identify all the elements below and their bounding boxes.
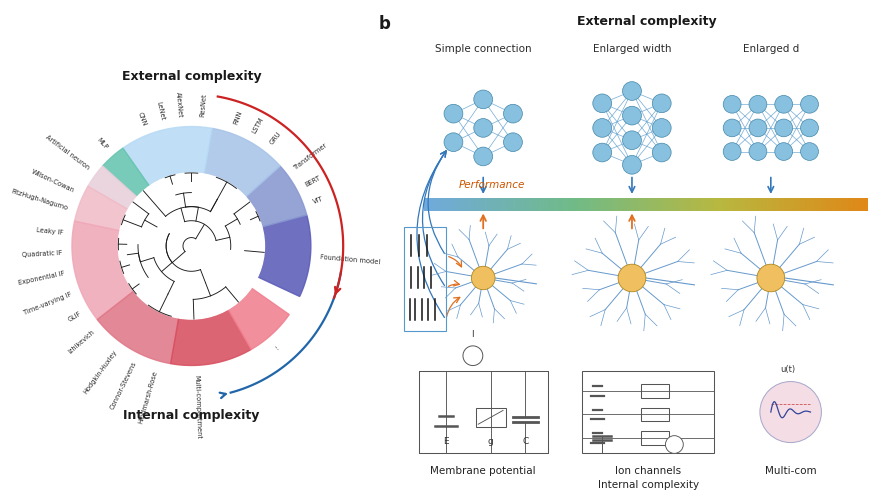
Text: Ion channels: Ion channels	[614, 466, 680, 476]
Circle shape	[474, 119, 492, 137]
FancyBboxPatch shape	[640, 384, 667, 398]
Text: Leaky IF: Leaky IF	[36, 227, 63, 236]
Polygon shape	[257, 215, 310, 297]
Circle shape	[774, 119, 792, 137]
Circle shape	[622, 131, 640, 150]
Circle shape	[622, 82, 640, 100]
Polygon shape	[170, 309, 251, 366]
Text: Foundation model: Foundation model	[320, 254, 380, 266]
Polygon shape	[88, 166, 137, 210]
Circle shape	[622, 106, 640, 125]
Circle shape	[503, 104, 521, 123]
Circle shape	[799, 119, 818, 137]
Text: Transformer: Transformer	[293, 142, 328, 171]
Text: AlexNet: AlexNet	[175, 91, 182, 118]
Text: BERT: BERT	[304, 175, 322, 188]
Text: Izhikevich: Izhikevich	[67, 329, 96, 355]
FancyBboxPatch shape	[475, 408, 505, 427]
Text: I: I	[471, 331, 474, 339]
Text: Exponential IF: Exponential IF	[18, 270, 65, 286]
Circle shape	[722, 119, 740, 137]
Text: Membrane potential: Membrane potential	[430, 466, 535, 476]
Circle shape	[799, 143, 818, 160]
Text: CNN: CNN	[137, 111, 148, 126]
Polygon shape	[97, 291, 178, 364]
Circle shape	[471, 266, 494, 290]
Text: External complexity: External complexity	[576, 15, 716, 28]
Circle shape	[748, 119, 766, 137]
Circle shape	[652, 94, 670, 113]
Circle shape	[474, 90, 492, 109]
Polygon shape	[103, 148, 149, 197]
Text: GRU: GRU	[269, 131, 282, 146]
Text: Hindmarsh-Rose: Hindmarsh-Rose	[137, 369, 158, 424]
Text: LeNet: LeNet	[155, 100, 165, 121]
Circle shape	[617, 264, 645, 292]
Text: Wilson-Cowan: Wilson-Cowan	[30, 169, 76, 194]
Polygon shape	[72, 221, 134, 319]
Text: VIT: VIT	[311, 195, 323, 205]
Text: Hodgkin-Huxley: Hodgkin-Huxley	[82, 349, 117, 395]
Circle shape	[652, 143, 670, 162]
Circle shape	[748, 95, 766, 113]
Text: g: g	[488, 437, 493, 446]
Circle shape	[592, 94, 611, 113]
Circle shape	[799, 95, 818, 113]
Text: Connor-Stevens: Connor-Stevens	[109, 361, 137, 411]
Circle shape	[748, 143, 766, 160]
Text: u(t): u(t)	[779, 365, 795, 374]
Circle shape	[592, 143, 611, 162]
Text: ResNet: ResNet	[200, 93, 208, 118]
Circle shape	[622, 155, 640, 174]
Text: MLP: MLP	[96, 136, 109, 151]
Circle shape	[474, 147, 492, 166]
Text: Simple connection: Simple connection	[434, 44, 531, 54]
Text: Artificial neuron: Artificial neuron	[43, 134, 90, 171]
Text: Time-varying IF: Time-varying IF	[23, 292, 72, 316]
Circle shape	[443, 133, 462, 152]
Text: Multi-compartment: Multi-compartment	[193, 375, 201, 439]
Polygon shape	[204, 128, 280, 197]
Text: Enlarged width: Enlarged width	[592, 44, 671, 54]
Text: LSTM: LSTM	[251, 116, 265, 134]
Text: GLIF: GLIF	[67, 310, 82, 323]
Polygon shape	[245, 166, 307, 227]
Circle shape	[759, 382, 820, 443]
Text: External complexity: External complexity	[122, 70, 261, 83]
Text: FitzHugh-Nagumo: FitzHugh-Nagumo	[10, 188, 69, 211]
Circle shape	[652, 119, 670, 137]
Polygon shape	[123, 126, 212, 186]
Circle shape	[462, 346, 482, 366]
Circle shape	[774, 95, 792, 113]
Text: Quadratic IF: Quadratic IF	[22, 250, 63, 258]
Circle shape	[118, 173, 264, 319]
Text: Internal complexity: Internal complexity	[123, 409, 259, 422]
Circle shape	[503, 133, 521, 152]
Text: b: b	[379, 15, 390, 33]
Text: Performance: Performance	[458, 181, 524, 190]
Polygon shape	[228, 288, 289, 349]
Text: RNN: RNN	[233, 110, 243, 125]
Circle shape	[756, 264, 784, 292]
Text: Enlarged d: Enlarged d	[742, 44, 798, 54]
FancyBboxPatch shape	[640, 407, 667, 421]
Text: C: C	[521, 437, 527, 446]
Text: Multi-com: Multi-com	[764, 466, 815, 476]
Circle shape	[443, 104, 462, 123]
Polygon shape	[75, 186, 128, 231]
FancyBboxPatch shape	[581, 371, 713, 453]
FancyBboxPatch shape	[418, 371, 547, 453]
FancyBboxPatch shape	[640, 431, 667, 445]
Text: E: E	[442, 437, 448, 446]
Circle shape	[774, 143, 792, 160]
Circle shape	[722, 95, 740, 113]
Circle shape	[592, 119, 611, 137]
Text: ...: ...	[272, 343, 281, 352]
Circle shape	[722, 143, 740, 160]
Circle shape	[665, 436, 682, 454]
Text: Internal complexity: Internal complexity	[597, 480, 698, 490]
